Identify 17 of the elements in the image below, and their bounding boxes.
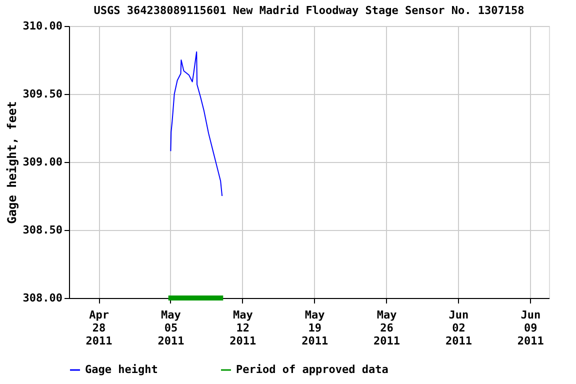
y-tick-label: 308.50 <box>22 224 62 236</box>
x-tick-label: Jun 02 2011 <box>445 308 472 348</box>
x-tick-label: Jun 09 2011 <box>517 308 544 348</box>
y-tick-label: 308.00 <box>22 292 62 304</box>
x-tick-label: May 19 2011 <box>302 308 328 348</box>
line-series <box>170 51 223 196</box>
legend-label: Period of approved data <box>236 363 388 376</box>
y-tick-label: 309.50 <box>22 88 62 100</box>
x-tick-label: Apr 28 2011 <box>86 308 113 348</box>
y-tick-label: 309.00 <box>22 156 62 168</box>
y-axis-title: Gage height, feet <box>4 101 19 224</box>
legend-label: Gage height <box>85 363 158 376</box>
y-tick-label: 310.00 <box>22 20 62 32</box>
x-tick-label: May 26 2011 <box>374 308 400 348</box>
x-tick-label: May 12 2011 <box>230 308 257 348</box>
chart-title: USGS 364238089115601 New Madrid Floodway Stage Sensor No. 1307158 <box>94 4 524 17</box>
x-tick-label: May 05 2011 <box>158 308 185 348</box>
